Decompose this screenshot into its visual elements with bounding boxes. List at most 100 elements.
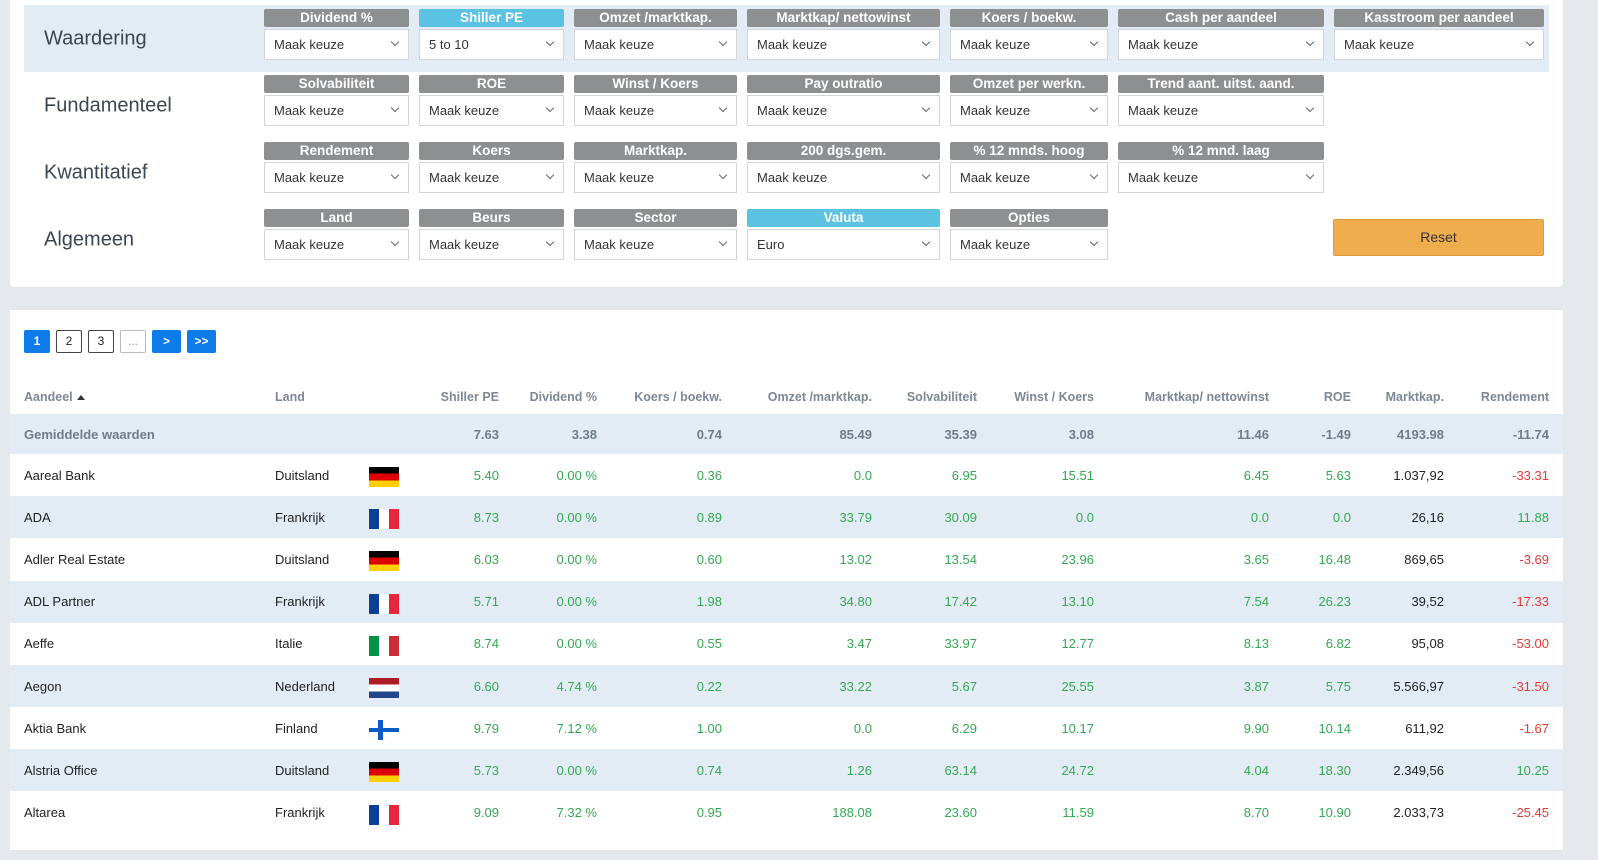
filter-select[interactable]: Maak keuze: [419, 95, 564, 126]
table-row[interactable]: ADL Partner Frankrijk 5.71 0.00 % 1.98 34.80 1…: [10, 580, 1563, 623]
filter-select[interactable]: Maak keuze: [574, 95, 737, 126]
chevron-down-icon: [718, 170, 728, 180]
stock-name[interactable]: Aegon: [24, 678, 62, 694]
column-header-shiller-pe[interactable]: Shiller PE: [399, 380, 499, 414]
cell-omzet-marktkap: 0.0: [853, 467, 872, 483]
chevron-down-icon: [1089, 237, 1099, 247]
stock-name[interactable]: ADA: [24, 509, 51, 525]
filter-select[interactable]: Maak keuze: [950, 29, 1108, 60]
average-value: 0.74: [696, 426, 722, 442]
filter-select[interactable]: Maak keuze: [1334, 29, 1544, 60]
stock-name[interactable]: Alstria Office: [24, 762, 98, 778]
filter-pay-outratio: Pay outratio Maak keuze: [747, 75, 940, 126]
filter-select[interactable]: Maak keuze: [747, 95, 940, 126]
filter-select[interactable]: Maak keuze: [950, 95, 1108, 126]
column-header-koers-boekw[interactable]: Koers / boekw.: [597, 380, 722, 414]
filter-select[interactable]: Maak keuze: [419, 229, 564, 260]
column-header-rendement[interactable]: Rendement: [1444, 380, 1549, 414]
filter-opties: Opties Maak keuze: [950, 209, 1108, 260]
page-3-button[interactable]: 3: [88, 330, 114, 353]
cell-dividend: 7.32 %: [556, 805, 597, 821]
column-header-marktkap-nettowinst[interactable]: Marktkap/ nettowinst: [1094, 380, 1269, 414]
filter-select[interactable]: Maak keuze: [747, 29, 940, 60]
column-header-aandeel[interactable]: Aandeel: [24, 380, 254, 414]
filter-select[interactable]: Maak keuze: [264, 162, 409, 193]
stock-name[interactable]: Aktia Bank: [24, 720, 87, 736]
filter-label: Shiller PE: [419, 9, 564, 27]
filter-select[interactable]: Maak keuze: [264, 229, 409, 260]
chevron-down-icon: [1305, 37, 1315, 47]
page-1-button[interactable]: 1: [24, 330, 50, 353]
reset-button[interactable]: Reset: [1333, 219, 1544, 256]
last-page-button[interactable]: >>: [187, 330, 216, 353]
filter-select-value: Maak keuze: [429, 237, 500, 252]
filter-select[interactable]: Maak keuze: [950, 229, 1108, 260]
table-row[interactable]: Altarea Frankrijk 9.09 7.32 % 0.95 188.08 23.6…: [10, 792, 1563, 834]
cell-winst-koers: 25.55: [1061, 678, 1094, 694]
table-row[interactable]: Aegon Nederland 6.60 4.74 % 0.22 33.22 5.67 25.…: [10, 665, 1563, 707]
column-header-dividend[interactable]: Dividend %: [499, 380, 597, 414]
stock-name[interactable]: Altarea: [24, 805, 66, 821]
filter-select[interactable]: Maak keuze: [574, 29, 737, 60]
filter-select[interactable]: Maak keuze: [1118, 162, 1324, 193]
table-row[interactable]: Aktia Bank Finland 9.79 7.12 % 1.00 0.0 6.29 10…: [10, 707, 1563, 749]
chevron-down-icon: [545, 237, 555, 247]
filter-select[interactable]: Maak keuze: [1118, 95, 1324, 126]
column-header-land[interactable]: Land: [275, 380, 395, 414]
stock-name[interactable]: Aareal Bank: [24, 467, 95, 483]
column-header-marktkap[interactable]: Marktkap.: [1351, 380, 1444, 414]
filter-select[interactable]: Maak keuze: [1118, 29, 1324, 60]
column-header-roe[interactable]: ROE: [1269, 380, 1351, 414]
cell-shiller-pe: 9.79: [473, 720, 499, 736]
chevron-down-icon: [390, 237, 400, 247]
average-value: -11.74: [1512, 426, 1549, 442]
germany-flag-icon: [369, 551, 399, 572]
filter-select[interactable]: Maak keuze: [264, 95, 409, 126]
cell-marktkap: 2.033,73: [1393, 805, 1444, 821]
filter-select[interactable]: Euro: [747, 229, 940, 260]
country-name: Finland: [275, 720, 318, 736]
filter-select[interactable]: Maak keuze: [950, 162, 1108, 193]
filter-select[interactable]: Maak keuze: [419, 162, 564, 193]
filter-select[interactable]: 5 to 10: [419, 29, 564, 60]
chevron-down-icon: [921, 37, 931, 47]
cell-rendement: -17.33: [1512, 594, 1549, 610]
table-row[interactable]: Adler Real Estate Duitsland 6.03 0.00 % 0.60…: [10, 538, 1563, 580]
filter-label: Winst / Koers: [574, 75, 737, 93]
filter-select[interactable]: Maak keuze: [264, 29, 409, 60]
cell-marktkap: 2.349,56: [1393, 762, 1444, 778]
stock-name[interactable]: Aeffe: [24, 636, 55, 652]
column-header-solvabiliteit[interactable]: Solvabiliteit: [872, 380, 977, 414]
filter-row-fundamenteel: Fundamenteel Solvabiliteit Maak keuze ROE Ma…: [24, 72, 1549, 139]
cell-roe: 0.0: [1332, 509, 1351, 525]
filter-dividend: Dividend % Maak keuze: [264, 9, 409, 60]
column-header-winst-koers[interactable]: Winst / Koers: [977, 380, 1094, 414]
filter-label: Solvabiliteit: [264, 75, 409, 93]
cell-roe: 10.14: [1318, 720, 1351, 736]
page-2-button[interactable]: 2: [56, 330, 82, 353]
filter-label: 200 dgs.gem.: [747, 142, 940, 160]
filter-rendement: Rendement Maak keuze: [264, 142, 409, 193]
filter-kasstroom-per-aandeel: Kasstroom per aandeel Maak keuze: [1334, 9, 1544, 60]
filter-select-value: Maak keuze: [1128, 103, 1199, 118]
cell-marktkap-nettowinst: 4.04: [1243, 762, 1269, 778]
filter-select[interactable]: Maak keuze: [747, 162, 940, 193]
filter-winst-koers: Winst / Koers Maak keuze: [574, 75, 737, 126]
table-row[interactable]: Aeffe Italie 8.74 0.00 % 0.55 3.47 33.97 12.77 8…: [10, 623, 1563, 665]
table-row[interactable]: Alstria Office Duitsland 5.73 0.00 % 0.74 1.2…: [10, 749, 1563, 792]
stock-name[interactable]: Adler Real Estate: [24, 551, 126, 567]
column-header-omzet-marktkap[interactable]: Omzet /marktkap.: [722, 380, 872, 414]
cell-marktkap-nettowinst: 6.45: [1243, 467, 1269, 483]
table-row[interactable]: Aareal Bank Duitsland 5.40 0.00 % 0.36 0.0 6.9…: [10, 454, 1563, 496]
filter-select[interactable]: Maak keuze: [574, 229, 737, 260]
cell-winst-koers: 15.51: [1061, 467, 1094, 483]
cell-rendement: 10.25: [1516, 762, 1549, 778]
table-header: Aandeel Land Shiller PE Dividend % Koers / b…: [10, 380, 1563, 414]
column-header-label: Koers / boekw.: [634, 390, 722, 404]
table-row[interactable]: ADA Frankrijk 8.73 0.00 % 0.89 33.79 30.09 0.0 0…: [10, 496, 1563, 539]
cell-dividend: 0.00 %: [556, 509, 597, 525]
filter-select[interactable]: Maak keuze: [574, 162, 737, 193]
stock-name[interactable]: ADL Partner: [24, 594, 96, 610]
column-header-label: Marktkap.: [1385, 390, 1444, 404]
next-page-button[interactable]: >: [152, 330, 181, 353]
